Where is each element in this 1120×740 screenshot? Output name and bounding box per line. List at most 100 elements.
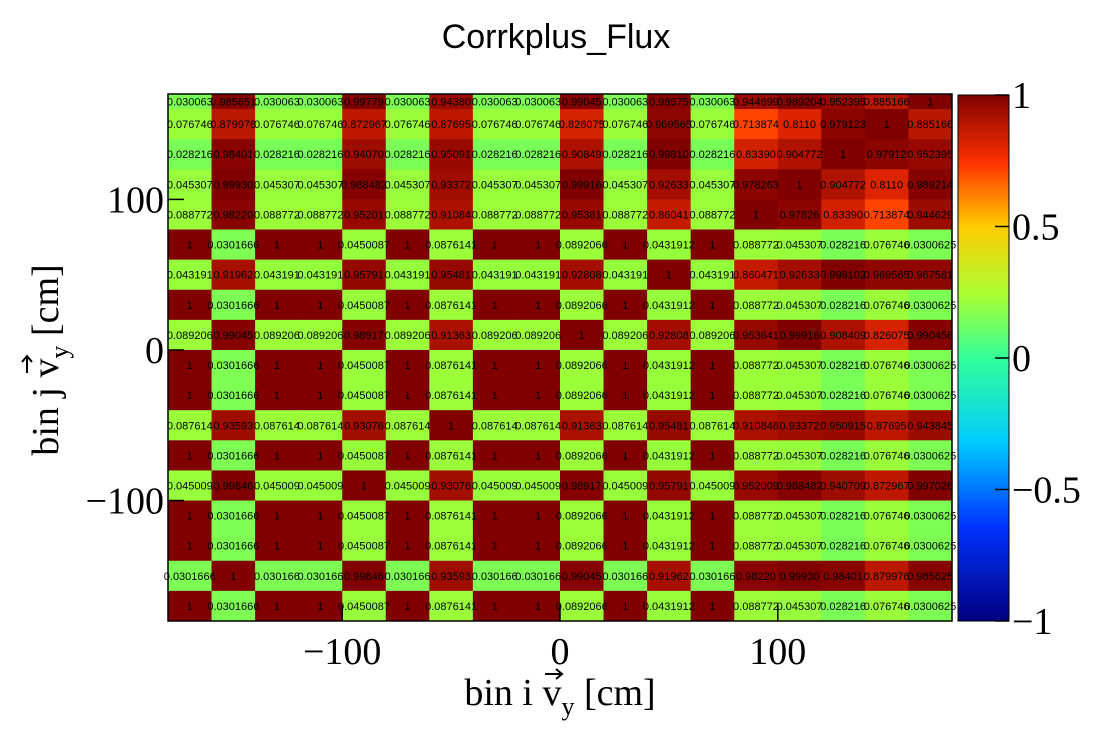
heatmap-cell-label: 0.950915 [820, 420, 866, 432]
heatmap-cell [298, 590, 343, 622]
heatmap-cell [560, 319, 605, 351]
heatmap-cell-label: 1 [361, 480, 367, 492]
heatmap-cell [864, 560, 909, 592]
heatmap-cell [560, 259, 605, 291]
heatmap-cell-label: 0.998102 [820, 270, 866, 282]
heatmap-cell-label: 0.989214 [907, 179, 953, 191]
heatmap-cell-label: 1 [404, 511, 410, 523]
heatmap-cell-label: 0.089206 [689, 330, 735, 342]
heatmap-cell-label: 0.028216 [820, 240, 866, 252]
heatmap-cell-label: 0.969565 [646, 119, 692, 131]
heatmap-cell-label: 0.045307 [777, 541, 823, 553]
y-tick-label: 0 [145, 330, 164, 372]
heatmap-cell-label: 0.93593 [431, 571, 471, 583]
heatmap-cell-label: 0.088772 [602, 209, 648, 221]
heatmap-cell [429, 440, 474, 471]
heatmap-cell-label: 0.030063 [254, 97, 300, 109]
heatmap-cell [734, 289, 779, 321]
heatmap-cell-label: 0.0450087 [338, 450, 390, 462]
heatmap-cell [255, 440, 300, 471]
heatmap-cell-label: 1 [535, 390, 541, 402]
heatmap-cell-label: 0.87695 [431, 119, 471, 131]
heatmap-cell-label: 1 [404, 601, 410, 613]
heatmap-cell-label: 0.952009 [733, 480, 779, 492]
heatmap-cell [255, 139, 300, 170]
y-axis-label-prefix: bin j [25, 378, 67, 456]
heatmap-cell-label: 0.088772 [733, 240, 779, 252]
heatmap-cell-label: 0.98917 [562, 480, 602, 492]
heatmap-cell [603, 94, 648, 110]
heatmap-cell [647, 169, 692, 200]
heatmap-cell-label: 0.087614 [297, 420, 343, 432]
heatmap-cell [168, 349, 213, 381]
heatmap-cell-label: 0.99045 [213, 330, 253, 342]
heatmap-cell-label: 0.088772 [733, 511, 779, 523]
heatmap-cell-label: 0.043191 [254, 270, 300, 282]
heatmap-cell-label: 0.043191 [167, 270, 213, 282]
heatmap-cell [472, 94, 517, 110]
heatmap-cell [298, 169, 343, 200]
heatmap-cell-label: 0.089206 [297, 330, 343, 342]
heatmap-cell [298, 349, 343, 381]
heatmap-cell [690, 229, 735, 261]
colorbar-tick-label: −0.5 [1012, 470, 1081, 512]
heatmap-cell [211, 530, 256, 562]
heatmap-cell [560, 500, 605, 532]
heatmap-cell [168, 94, 213, 110]
colorbar-tick-label: 0.5 [1012, 207, 1060, 249]
heatmap-cell-label: 1 [709, 450, 715, 462]
heatmap-cell [690, 199, 735, 231]
heatmap-cell [734, 470, 779, 502]
heatmap-cell [560, 380, 605, 411]
heatmap-cell [211, 109, 256, 140]
heatmap-cell-label: 0.045307 [777, 390, 823, 402]
heatmap-cell [255, 590, 300, 622]
heatmap-cell-label: 0.99916 [780, 330, 820, 342]
heatmap-cell-label: 0.045009 [472, 480, 518, 492]
heatmap-cell-label: 0.99930 [780, 571, 820, 583]
heatmap-cell-label: 0.028216 [297, 149, 343, 161]
heatmap-cell-label: 0.997028 [907, 480, 953, 492]
heatmap-cell [777, 229, 822, 261]
heatmap-cell [777, 560, 822, 592]
heatmap-cell [298, 440, 343, 471]
heatmap-cell-label: 0.089206 [254, 330, 300, 342]
heatmap-cell-label: 1 [274, 450, 280, 462]
heatmap-cell-label: 0.0892066 [556, 390, 608, 402]
y-axis-label: bin j vy [cm] [25, 264, 74, 455]
heatmap-cell-label: 0.967581 [907, 270, 953, 282]
heatmap-cell-label: 0.030063 [472, 97, 518, 109]
heatmap-cell-label: 0.028216 [820, 300, 866, 312]
heatmap-cell [647, 410, 692, 441]
heatmap-cell-label: 0.0431912 [643, 390, 695, 402]
heatmap-cell-label: 0.91962 [649, 571, 689, 583]
heatmap-cell [734, 380, 779, 411]
heatmap-cell [647, 289, 692, 321]
heatmap-cell [385, 259, 430, 291]
heatmap-cell-label: 1 [796, 179, 802, 191]
heatmap-cell [472, 169, 517, 200]
heatmap-cell [211, 349, 256, 381]
heatmap-cell-label: 0.028216 [820, 390, 866, 402]
heatmap-cell-label: 0.028216 [820, 541, 866, 553]
heatmap-cell [516, 590, 561, 622]
heatmap-cell [472, 440, 517, 471]
heatmap-cell [908, 289, 953, 321]
heatmap-cell-label: 0.045009 [167, 480, 213, 492]
heatmap-cell-label: 1 [230, 571, 236, 583]
heatmap-cell [211, 259, 256, 291]
heatmap-cell-label: 1 [535, 450, 541, 462]
heatmap-cell-label: 0.985651 [210, 97, 256, 109]
heatmap-cell [168, 139, 213, 170]
heatmap-cell [342, 259, 387, 291]
heatmap-cell [690, 440, 735, 471]
heatmap-cell [864, 229, 909, 261]
x-tick-label: −100 [303, 631, 381, 673]
heatmap-cell [647, 94, 692, 110]
heatmap-cell [472, 109, 517, 140]
heatmap-cell [908, 199, 953, 231]
heatmap-cell [472, 530, 517, 562]
x-tick-label: 0 [551, 631, 570, 673]
heatmap-cell-label: 0.045307 [777, 360, 823, 372]
